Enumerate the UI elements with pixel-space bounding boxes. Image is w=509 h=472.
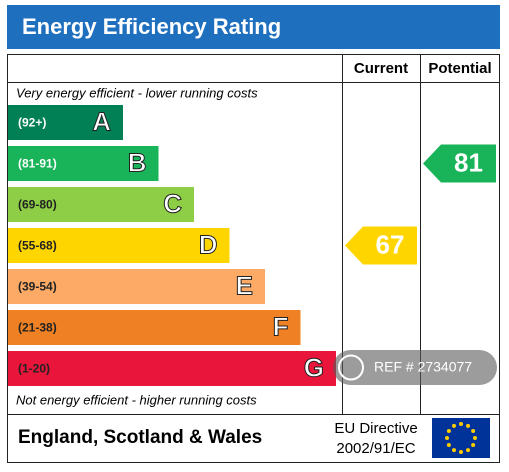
star: [446, 443, 451, 447]
star: [459, 422, 463, 426]
footer-directive: 2002/91/EC: [336, 440, 415, 457]
eu-stars: [445, 422, 477, 454]
band-letter: C: [163, 188, 182, 218]
band-range: (21-38): [18, 321, 57, 335]
watermark-icon: [338, 354, 364, 381]
band-range: (1-20): [18, 362, 50, 376]
band-bar: [8, 105, 123, 140]
current-arrow: [345, 226, 417, 265]
band-letter: D: [199, 229, 218, 259]
footer-region: England, Scotland & Wales: [18, 427, 262, 448]
star: [459, 450, 463, 454]
footer-directive: EU Directive: [334, 420, 417, 437]
footer-frame: [7, 414, 500, 463]
title: Energy Efficiency Rating: [22, 14, 281, 39]
potential-header: Potential: [428, 60, 491, 77]
band-bar: [8, 187, 194, 222]
star: [452, 448, 456, 453]
bottom-note: Not energy efficient - higher running co…: [16, 392, 257, 407]
top-note: Very energy efficient - lower running co…: [16, 85, 258, 100]
band-bar: [8, 146, 159, 181]
band-bar: [8, 269, 265, 304]
watermark-pill: [333, 350, 497, 385]
band-bar: [8, 228, 230, 263]
band-letter: E: [236, 270, 253, 300]
band-range: (39-54): [18, 280, 57, 294]
star: [471, 429, 476, 433]
band-range: (81-91): [18, 157, 57, 171]
band-range: (69-80): [18, 198, 57, 212]
potential-value: 81: [454, 147, 483, 177]
star: [471, 443, 476, 447]
current-value: 67: [376, 229, 405, 259]
title-bar: [7, 5, 500, 49]
star: [445, 436, 449, 440]
potential-arrow: [423, 144, 496, 183]
band-bar: [8, 351, 336, 386]
band-letter: G: [304, 352, 324, 382]
star: [452, 423, 456, 428]
band-letter: A: [92, 106, 111, 136]
band-bar: [8, 310, 301, 345]
current-header: Current: [354, 60, 408, 77]
star: [466, 448, 470, 453]
star: [473, 436, 477, 440]
band-range: (55-68): [18, 239, 57, 253]
star: [466, 423, 470, 428]
band-range: (92+): [18, 116, 46, 130]
star: [446, 429, 451, 433]
band-letter: B: [128, 147, 147, 177]
watermark: REF # 2734077: [374, 359, 472, 375]
band-letter: F: [273, 311, 289, 341]
